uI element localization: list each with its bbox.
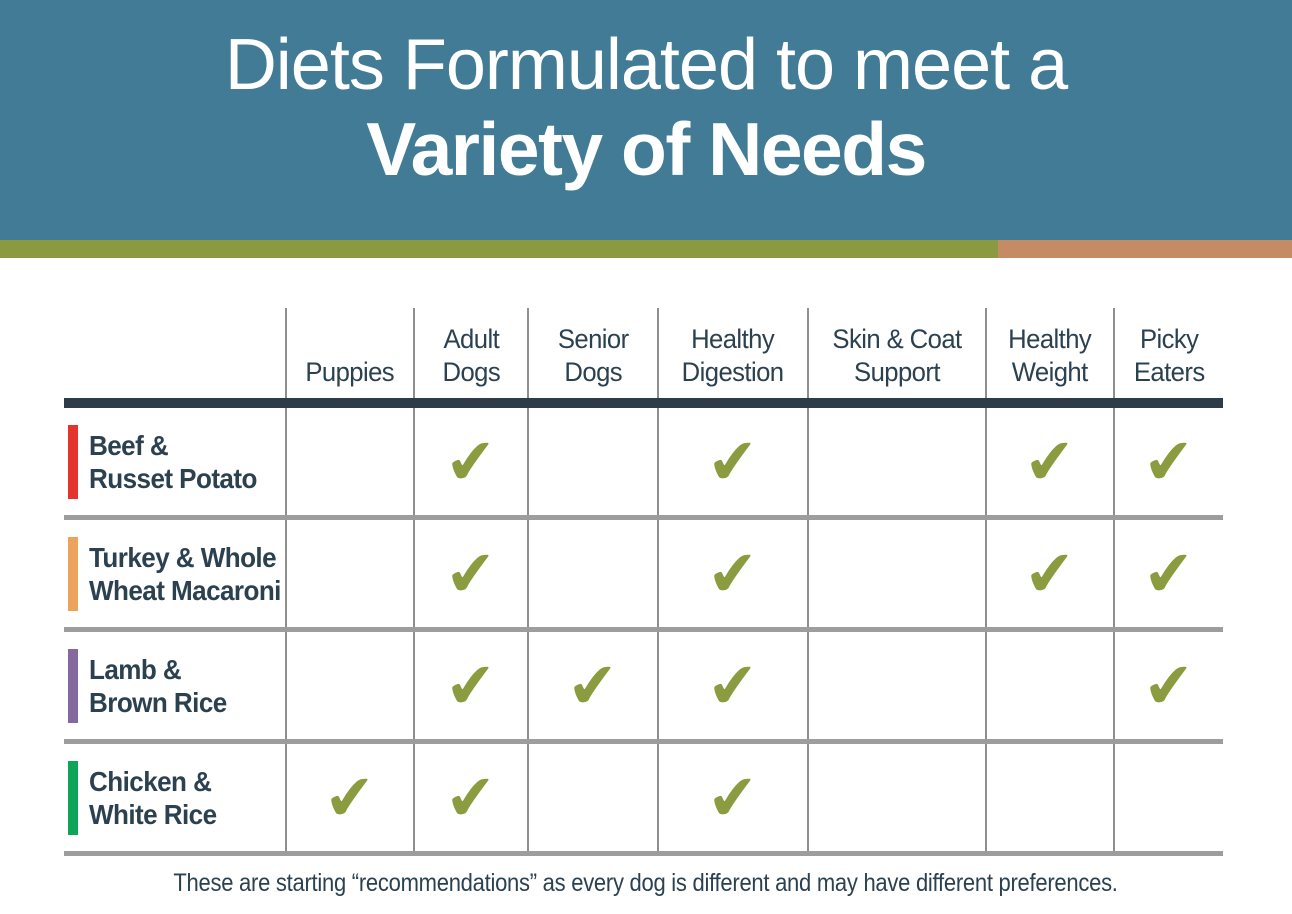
table-header-row: Puppies Adult Dogs Senior Dogs Healthy Dige… <box>64 308 1223 398</box>
check-icon: ✔ <box>442 422 500 500</box>
check-icon: ✔ <box>1021 422 1079 500</box>
table-cell <box>807 520 985 627</box>
accent-stripe <box>0 240 1292 258</box>
check-icon: ✔ <box>704 646 762 724</box>
table-row-turkey-whole-wheat-macaroni: Turkey & Whole Wheat Macaroni ✔ ✔ ✔ ✔ <box>64 520 1223 632</box>
check-icon: ✔ <box>321 758 379 836</box>
page-title-line2: Variety of Needs <box>366 107 927 191</box>
diet-color-bar <box>68 760 78 835</box>
table-cell: ✔ <box>985 408 1113 515</box>
diet-label-cell: Chicken & White Rice <box>64 744 285 851</box>
diet-label: Lamb & Brown Rice <box>89 653 227 718</box>
table-cell <box>285 520 413 627</box>
table-cell <box>1113 744 1223 851</box>
table-cell <box>807 408 985 515</box>
check-icon: ✔ <box>564 646 622 724</box>
accent-stripe-tan <box>998 240 1292 258</box>
table-cell <box>527 744 657 851</box>
table-cell: ✔ <box>527 632 657 739</box>
column-header-healthy-weight: Healthy Weight <box>985 308 1113 398</box>
diet-label-cell: Lamb & Brown Rice <box>64 632 285 739</box>
footer-note-container: These are starting “recommendations” as … <box>0 869 1292 898</box>
table-cell: ✔ <box>657 408 807 515</box>
check-icon: ✔ <box>442 534 500 612</box>
accent-stripe-green <box>0 240 998 258</box>
table-cell <box>527 520 657 627</box>
footer-note: These are starting “recommendations” as … <box>173 869 1119 897</box>
table-cell: ✔ <box>413 520 527 627</box>
diet-color-bar <box>68 424 78 499</box>
column-header-puppies: Puppies <box>285 308 413 398</box>
diet-color-bar <box>68 536 78 611</box>
diet-comparison-table: Puppies Adult Dogs Senior Dogs Healthy Dige… <box>64 308 1223 856</box>
table-row-beef-russet-potato: Beef & Russet Potato ✔ ✔ ✔ ✔ <box>64 408 1223 520</box>
diet-label-cell: Beef & Russet Potato <box>64 408 285 515</box>
table-cell: ✔ <box>1113 632 1223 739</box>
check-icon: ✔ <box>1140 534 1198 612</box>
table-cell: ✔ <box>285 744 413 851</box>
column-header-spacer <box>64 308 285 398</box>
column-header-picky-eaters: Picky Eaters <box>1113 308 1223 398</box>
table-cell <box>807 632 985 739</box>
check-icon: ✔ <box>704 758 762 836</box>
check-icon: ✔ <box>704 422 762 500</box>
check-icon: ✔ <box>1140 422 1198 500</box>
table-cell: ✔ <box>657 744 807 851</box>
table-row-lamb-brown-rice: Lamb & Brown Rice ✔ ✔ ✔ ✔ <box>64 632 1223 744</box>
diet-label-cell: Turkey & Whole Wheat Macaroni <box>64 520 285 627</box>
column-header-skin-coat-support: Skin & Coat Support <box>807 308 985 398</box>
table-cell: ✔ <box>413 408 527 515</box>
table-cell: ✔ <box>657 632 807 739</box>
table-cell: ✔ <box>1113 408 1223 515</box>
page-title-line1: Diets Formulated to meet a <box>224 25 1068 105</box>
table-cell: ✔ <box>657 520 807 627</box>
column-header-adult-dogs: Adult Dogs <box>413 308 527 398</box>
table-cell: ✔ <box>1113 520 1223 627</box>
table-cell: ✔ <box>985 520 1113 627</box>
table-cell: ✔ <box>413 632 527 739</box>
header-banner: Diets Formulated to meet a Variety of Ne… <box>0 0 1292 240</box>
table-cell <box>807 744 985 851</box>
table-cell <box>985 632 1113 739</box>
header-divider-bar <box>64 398 1223 408</box>
table-cell: ✔ <box>413 744 527 851</box>
check-icon: ✔ <box>704 534 762 612</box>
column-header-senior-dogs: Senior Dogs <box>527 308 657 398</box>
diet-color-bar <box>68 648 78 723</box>
check-icon: ✔ <box>442 646 500 724</box>
diet-label: Turkey & Whole Wheat Macaroni <box>89 541 281 606</box>
check-icon: ✔ <box>1021 534 1079 612</box>
table-row-chicken-white-rice: Chicken & White Rice ✔ ✔ ✔ <box>64 744 1223 856</box>
check-icon: ✔ <box>1140 646 1198 724</box>
diet-label: Beef & Russet Potato <box>89 429 257 494</box>
check-icon: ✔ <box>442 758 500 836</box>
column-header-healthy-digestion: Healthy Digestion <box>657 308 807 398</box>
table-cell <box>527 408 657 515</box>
table-cell <box>285 408 413 515</box>
diet-label: Chicken & White Rice <box>89 765 217 830</box>
table-cell <box>285 632 413 739</box>
table-cell <box>985 744 1113 851</box>
